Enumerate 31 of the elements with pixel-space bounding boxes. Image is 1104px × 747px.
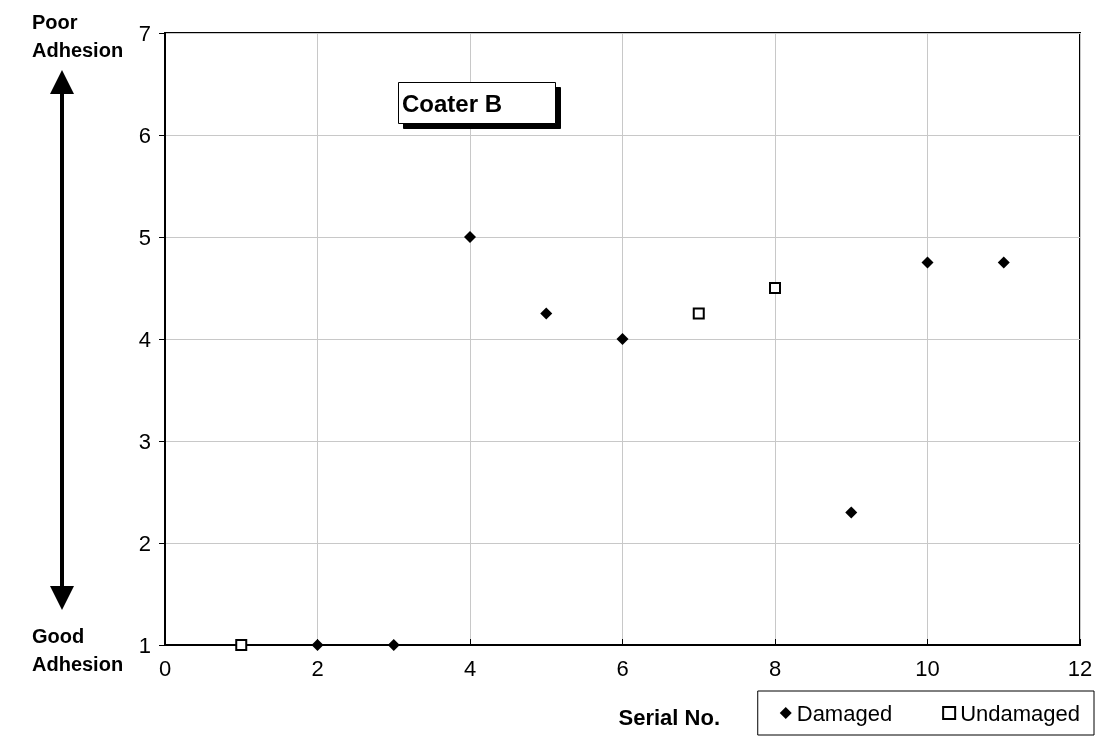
text: Poor Adhesion bbox=[32, 11, 124, 61]
y-tick-label: 7 bbox=[138, 20, 151, 46]
x-tick-label: 8 bbox=[768, 655, 782, 681]
x-tick-label: 6 bbox=[616, 655, 629, 681]
x-tick-label: 12 bbox=[1067, 655, 1093, 681]
y-tick-label: 4 bbox=[138, 326, 151, 352]
x-tick-label: 10 bbox=[915, 655, 940, 681]
point bbox=[540, 307, 553, 320]
point bbox=[997, 256, 1010, 269]
x-tick-label: 4 bbox=[463, 655, 477, 681]
point bbox=[845, 506, 858, 519]
x-tick-label: 2 bbox=[311, 655, 324, 681]
point bbox=[921, 256, 934, 269]
point bbox=[616, 333, 629, 345]
legend-label: Undamaged bbox=[960, 700, 1081, 726]
y-tick-label: 6 bbox=[138, 122, 151, 148]
text: Good Adhesion bbox=[32, 625, 124, 675]
y-tick-label: 5 bbox=[138, 224, 151, 250]
x-tick-label: 0 bbox=[158, 655, 172, 681]
legend-label: Damaged bbox=[796, 700, 893, 726]
y-tick-label: 1 bbox=[138, 632, 151, 658]
text: Coater B bbox=[402, 89, 503, 117]
point bbox=[387, 639, 400, 651]
y-tick-label: 2 bbox=[138, 530, 151, 556]
point bbox=[692, 307, 705, 320]
y-tick-label: 3 bbox=[138, 428, 151, 454]
x-axis-title: Serial No. bbox=[618, 704, 720, 730]
point bbox=[769, 282, 781, 294]
point bbox=[464, 231, 476, 243]
point bbox=[235, 639, 248, 651]
point bbox=[311, 639, 324, 651]
